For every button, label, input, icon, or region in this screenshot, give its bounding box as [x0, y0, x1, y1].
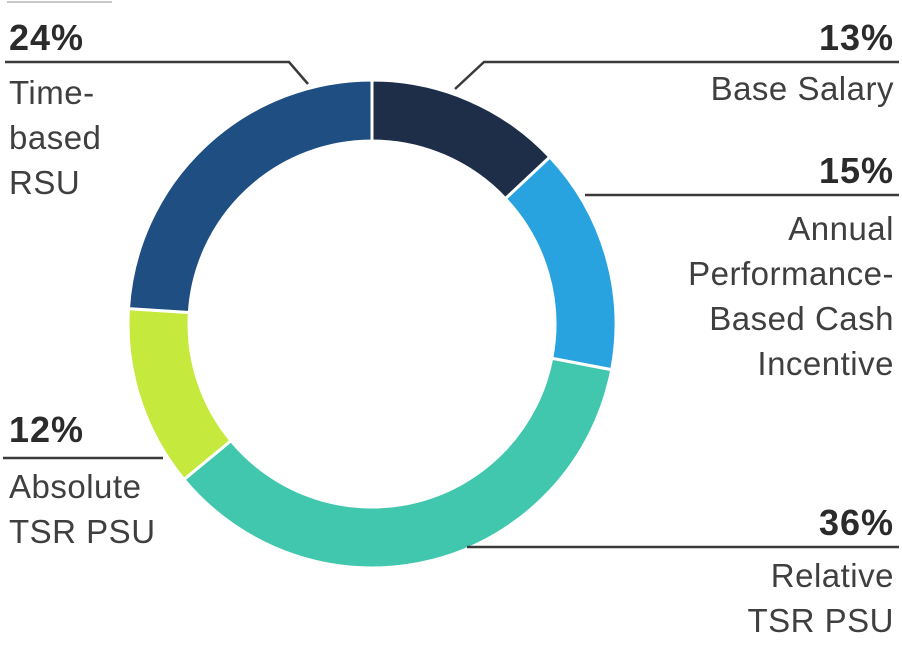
callout-label-annual-cash-incentive: Annual Performance- Based Cash Incentive [688, 210, 894, 382]
callout-label-time-based-rsu: Time- based RSU [9, 74, 102, 201]
callout-pct-base-salary: 13% [818, 17, 894, 58]
callout-label-relative-tsr-psu: Relative TSR PSU [747, 557, 894, 639]
callout-pct-relative-tsr-psu: 36% [818, 502, 894, 543]
donut-segments-group [126, 78, 618, 570]
callout-label-base-salary: Base Salary [710, 70, 894, 107]
callout-pct-annual-cash-incentive: 15% [818, 150, 894, 191]
callout-pct-time-based-rsu: 24% [9, 17, 85, 58]
donut-segment-annual-performance-based-cash-incentive [503, 154, 618, 372]
callout-pct-absolute-tsr-psu: 12% [9, 409, 85, 450]
donut-segment-relative-tsr-psu [181, 356, 614, 570]
callout-label-absolute-tsr-psu: Absolute TSR PSU [9, 468, 156, 550]
donut-segment-time-based-rsu [126, 78, 374, 315]
leader-line-base-salary [454, 60, 899, 90]
leader-line-time-based-rsu [5, 60, 309, 85]
donut-segment-absolute-tsr-psu [126, 307, 234, 482]
